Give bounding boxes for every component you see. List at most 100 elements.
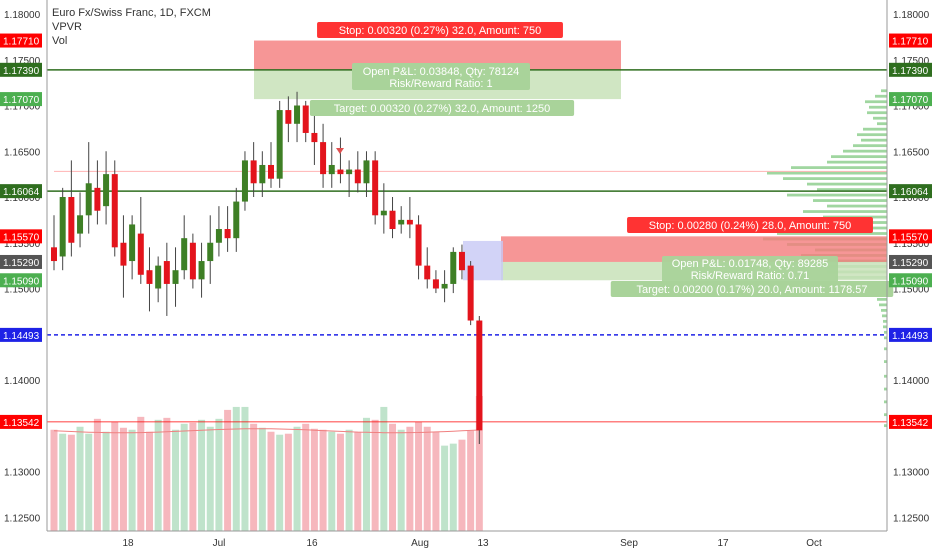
volume-bar xyxy=(241,406,249,531)
pnl-label: Open P&L: 0.01748, Qty: 89285 xyxy=(672,258,829,270)
volume-bar xyxy=(441,445,449,531)
price-tag-right xyxy=(889,92,932,107)
vpvr-bar xyxy=(884,413,887,417)
candle-layer xyxy=(51,91,483,445)
candle-body xyxy=(398,219,405,225)
candle-body xyxy=(441,283,448,289)
candle-body xyxy=(389,210,396,230)
vpvr-bar xyxy=(877,297,887,301)
indicator-vpvr[interactable]: VPVR xyxy=(52,21,82,33)
vpvr-bar xyxy=(817,188,887,191)
price-tag-left-text: 1.15090 xyxy=(3,276,40,287)
volume-bar xyxy=(250,423,258,531)
vpvr-bar xyxy=(883,325,887,329)
volume-bar xyxy=(423,426,431,531)
candle-body xyxy=(51,247,57,262)
target-label-bg xyxy=(309,100,575,116)
candle-body xyxy=(294,105,301,124)
y-tick-label-left: 1.15000 xyxy=(4,285,41,296)
y-tick-label-right: 1.18000 xyxy=(893,10,930,21)
volume-bar xyxy=(50,429,58,531)
candle-body xyxy=(276,110,283,179)
candle-body xyxy=(458,251,465,271)
vpvr-bar xyxy=(883,319,887,323)
volume-bar xyxy=(319,429,327,531)
y-tick-label-right: 1.16500 xyxy=(893,147,930,158)
volume-bar xyxy=(67,434,75,531)
price-tag-left-text: 1.14493 xyxy=(3,331,40,342)
volume-bar xyxy=(328,431,336,531)
volume-bar xyxy=(85,433,93,531)
vpvr-bar xyxy=(853,144,887,148)
price-tag-right-text: 1.17390 xyxy=(892,66,929,77)
y-tick-label-right: 1.16000 xyxy=(893,193,930,204)
price-tag-right xyxy=(889,62,932,77)
vpvr-bar xyxy=(863,127,887,131)
vpvr-bar xyxy=(882,314,887,318)
volume-bar xyxy=(380,406,388,531)
x-tick-label: Aug xyxy=(411,538,429,549)
price-tag-right-text: 1.14493 xyxy=(892,331,929,342)
price-tag-right-text: 1.16064 xyxy=(892,187,929,198)
price-tag-left-text: 1.15570 xyxy=(3,232,40,243)
y-tick-label-left: 1.15500 xyxy=(4,239,41,250)
y-tick-label-left: 1.14000 xyxy=(4,376,41,387)
volume-bar xyxy=(467,430,475,531)
vpvr-bar xyxy=(827,204,887,208)
indicator-vol[interactable]: Vol xyxy=(52,35,68,47)
vpvr-bar xyxy=(791,166,887,170)
y-tick-label-left: 1.17500 xyxy=(4,56,41,67)
pnl-box-bg xyxy=(352,63,530,90)
x-tick-label: 16 xyxy=(306,538,318,549)
volume-bar xyxy=(362,417,370,531)
volume-bar xyxy=(154,419,162,531)
volume-layer xyxy=(50,396,483,531)
vpvr-bar xyxy=(884,330,887,334)
candle-body xyxy=(259,164,266,184)
candle-body xyxy=(137,233,144,275)
volume-bar xyxy=(415,421,423,531)
vpvr-bar xyxy=(884,424,887,428)
candle-body xyxy=(476,320,483,431)
vpvr-bar xyxy=(884,336,887,340)
price-tag-right-text: 1.17710 xyxy=(892,37,929,48)
vpvr-bar xyxy=(807,182,887,186)
y-tick-label-right: 1.15500 xyxy=(893,239,930,250)
candle-body xyxy=(215,229,222,243)
candle-body xyxy=(103,174,110,207)
volume-bar xyxy=(119,427,127,531)
price-tag-right xyxy=(889,229,932,244)
pnl-label: Open P&L: 0.03848, Qty: 78124 xyxy=(363,66,520,78)
sell-marker-icon xyxy=(336,148,344,154)
x-tick-label: Oct xyxy=(806,538,822,549)
candle-body xyxy=(424,265,431,280)
volume-bar xyxy=(102,431,110,531)
y-tick-label-right: 1.17500 xyxy=(893,56,930,67)
position-label-layer: Stop: 0.00320 (0.27%) 32.0, Amount: 750 O… xyxy=(309,22,894,297)
target-label: Target: 0.00200 (0.17%) 20.0, Amount: 11… xyxy=(637,284,868,296)
candle-body xyxy=(129,224,136,262)
y-tick-label-left: 1.16500 xyxy=(4,147,41,158)
price-tag-left xyxy=(0,327,42,342)
price-tag-left xyxy=(0,254,42,269)
vpvr-bar xyxy=(827,160,887,164)
x-tick-label: Sep xyxy=(620,538,638,549)
vpvr-bar xyxy=(783,177,887,180)
volume-bar xyxy=(232,406,240,531)
y-tick-label-left: 1.13000 xyxy=(4,468,41,479)
candle-body xyxy=(320,142,327,175)
vpvr-bar xyxy=(803,210,887,213)
price-tag-right-text: 1.17070 xyxy=(892,95,929,106)
volume-bar xyxy=(432,431,440,531)
y-tick-label-left: 1.16000 xyxy=(4,193,41,204)
candle-body xyxy=(172,270,179,284)
rr-label: Risk/Reward Ratio: 1 xyxy=(389,78,492,90)
y-tick-label-left: 1.12500 xyxy=(4,513,41,524)
stop-label-bg xyxy=(627,217,873,233)
vpvr-bar xyxy=(881,89,887,93)
vpvr-bar xyxy=(767,171,887,175)
price-tag-left-text: 1.17710 xyxy=(3,37,40,48)
